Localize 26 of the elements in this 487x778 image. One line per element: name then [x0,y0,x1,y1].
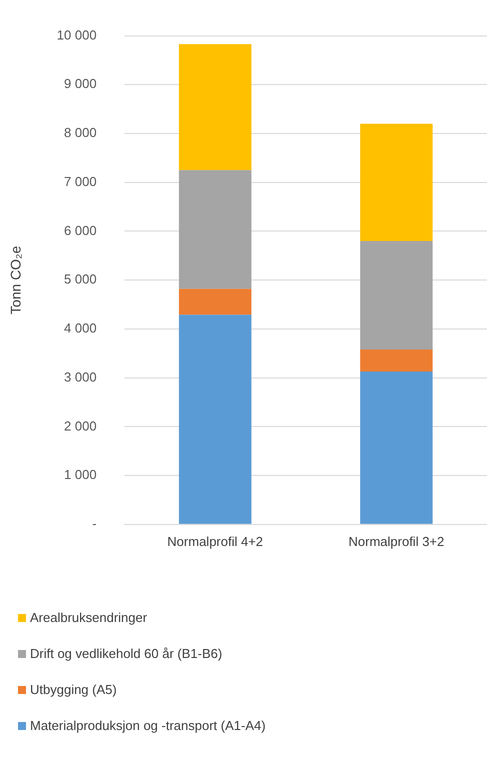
legend-label: Drift og vedlikehold 60 år (B1-B6) [30,646,222,662]
y-axis-title: Tonn CO₂e [7,246,24,314]
bar [178,170,252,289]
bar [360,349,433,372]
bar [178,44,252,170]
legend-label: Arealbruksendringer [30,610,148,626]
y-tick-label: 6 000 [64,222,97,238]
bar [178,288,252,315]
x-tick-label: Normalprofil 3+2 [348,534,444,549]
bar [178,314,252,524]
y-tick-label: 9 000 [64,76,97,92]
y-tick-label: 2 000 [64,418,97,434]
bar [360,371,433,524]
legend-label: Utbygging (A5) [30,682,117,698]
bar [360,241,433,350]
y-tick-label: 7 000 [64,174,97,189]
y-tick-label: 5 000 [64,272,97,287]
bar [360,124,433,242]
y-tick-label: 1 000 [64,467,97,482]
y-tick-label: 3 000 [64,369,97,384]
y-tick-label: 10 000 [56,27,97,42]
x-tick-label: Normalprofil 4+2 [167,534,264,549]
y-tick-label: - [92,516,97,531]
y-tick-label: 4 000 [64,320,97,336]
y-tick-label: 8 000 [64,125,97,140]
legend-label: Materialproduksjon og -transport (A1-A4) [30,718,266,734]
